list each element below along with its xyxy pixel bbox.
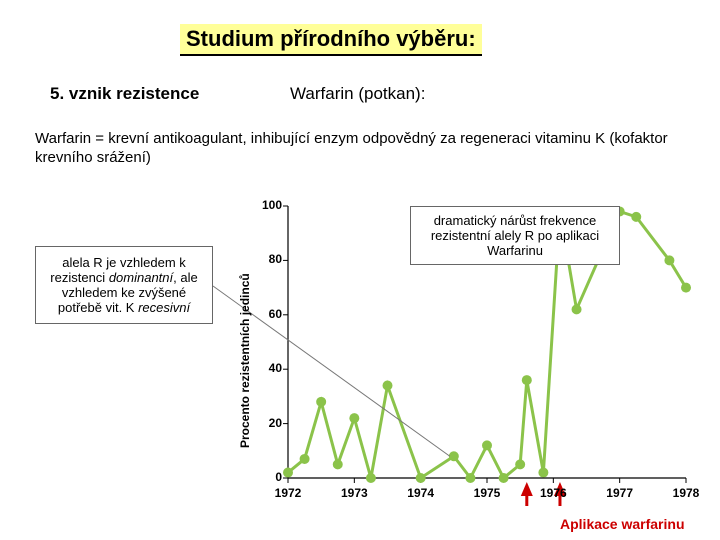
y-tick-label: 40 xyxy=(254,361,282,375)
y-axis-label: Procento rezistentních jedinců xyxy=(238,273,252,448)
callout-left: alela R je vzhledem k rezistenci dominan… xyxy=(35,246,213,324)
callout-right: dramatický nárůst frekvence rezistentní … xyxy=(410,206,620,265)
y-tick-label: 20 xyxy=(254,416,282,430)
y-tick-label: 100 xyxy=(254,198,282,212)
x-axis-label: Aplikace warfarinu xyxy=(560,516,685,532)
x-tick-label: 1976 xyxy=(533,486,573,500)
y-tick-label: 0 xyxy=(254,470,282,484)
x-tick-label: 1975 xyxy=(467,486,507,500)
x-tick-label: 1977 xyxy=(600,486,640,500)
y-tick-label: 60 xyxy=(254,307,282,321)
x-tick-label: 1972 xyxy=(268,486,308,500)
x-tick-label: 1973 xyxy=(334,486,374,500)
x-tick-label: 1974 xyxy=(401,486,441,500)
x-tick-label: 1978 xyxy=(666,486,706,500)
y-tick-label: 80 xyxy=(254,252,282,266)
